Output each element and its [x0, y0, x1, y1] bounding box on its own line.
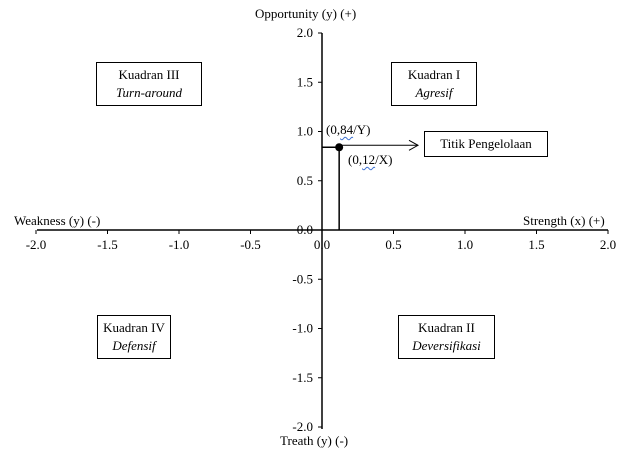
y-tick-label: -0.5 — [292, 271, 313, 286]
y-tick-label: -1.5 — [292, 370, 313, 385]
y-tick-label: 1.5 — [297, 74, 313, 89]
y-tick-label: 1.0 — [297, 124, 313, 139]
point-y-label-prefix: (0, — [326, 122, 341, 137]
quadrant-4-box: Kuadran IV Defensif — [97, 315, 171, 359]
y-axis-top-label: Opportunity (y) (+) — [255, 6, 357, 21]
quadrant-2-box: Kuadran II Deversifikasi — [398, 315, 495, 359]
y-tick-label: 2.0 — [297, 25, 313, 40]
annotation-box: Titik Pengelolaan — [424, 131, 548, 157]
x-tick-label: 2.0 — [600, 237, 616, 252]
quadrant-3-box: Kuadran III Turn-around — [96, 62, 202, 106]
point-y-label-digits: 84 — [340, 122, 354, 137]
point-y-label: (0,84/Y) — [326, 122, 370, 138]
point-x-label-digits: 12 — [362, 152, 376, 167]
data-point — [335, 143, 344, 152]
annotation-arrowhead — [408, 139, 420, 151]
x-axis-left-label: Weakness (y) (-) — [14, 213, 101, 228]
point-x-label: (0,12/X) — [348, 152, 392, 168]
quadrant-4-title: Kuadran IV — [103, 320, 165, 335]
quadrant-1-box: Kuadran I Agresif — [391, 62, 477, 106]
x-tick-label: -2.0 — [26, 237, 47, 252]
point-x-label-suffix: /X) — [375, 152, 393, 167]
x-tick-label: 0.0 — [314, 237, 330, 252]
y-tick-label: -1.0 — [292, 321, 313, 336]
annotation-label: Titik Pengelolaan — [440, 136, 532, 151]
x-tick-label: 1.5 — [528, 237, 544, 252]
x-tick-label: -0.5 — [240, 237, 261, 252]
x-tick-label: -1.5 — [97, 237, 118, 252]
x-tick-label: -1.0 — [169, 237, 190, 252]
point-y-label-suffix: /Y) — [353, 122, 371, 137]
x-tick-label: 0.5 — [385, 237, 401, 252]
quadrant-3-subtitle: Turn-around — [116, 85, 182, 100]
x-tick-label: 1.0 — [457, 237, 473, 252]
y-tick-label: 0.5 — [297, 173, 313, 188]
quadrant-3-title: Kuadran III — [118, 67, 180, 82]
quadrant-1-title: Kuadran I — [407, 67, 461, 82]
x-axis-right-label: Strength (x) (+) — [523, 213, 605, 228]
quadrant-4-subtitle: Defensif — [112, 338, 156, 353]
quadrant-1-subtitle: Agresif — [415, 85, 453, 100]
quadrant-2-subtitle: Deversifikasi — [412, 338, 481, 353]
y-tick-label: 0.0 — [297, 222, 313, 237]
y-tick-label: -2.0 — [292, 419, 313, 434]
point-x-label-prefix: (0, — [348, 152, 363, 167]
y-axis-bottom-label: Treath (y) (-) — [280, 433, 349, 448]
quadrant-2-title: Kuadran II — [418, 320, 475, 335]
